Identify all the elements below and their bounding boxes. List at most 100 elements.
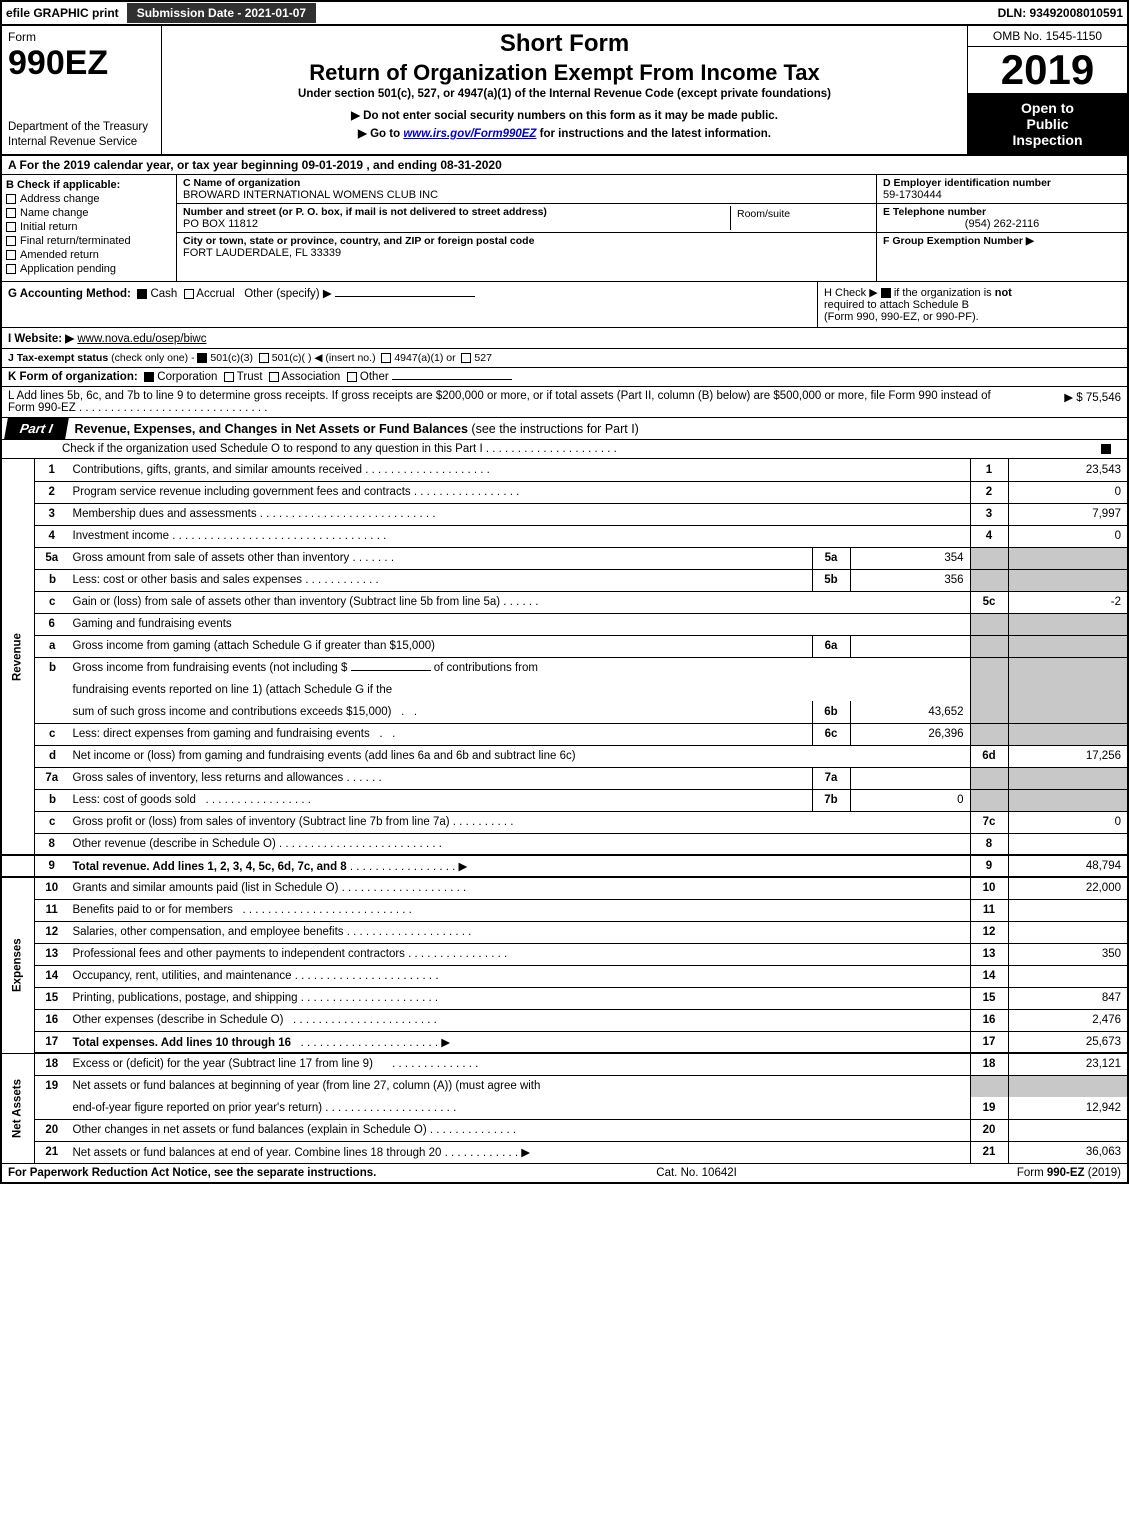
part1-tab: Part I <box>4 418 68 439</box>
inspection-line3: Inspection <box>970 132 1125 148</box>
line-11: 11 Benefits paid to or for members . . .… <box>1 899 1128 921</box>
line-7b: b Less: cost of goods sold . . . . . . .… <box>1 789 1128 811</box>
chk-501c3[interactable] <box>197 353 207 363</box>
l-text: L Add lines 5b, 6c, and 7b to line 9 to … <box>8 390 991 414</box>
chk-cash[interactable] <box>137 289 147 299</box>
org-name: BROWARD INTERNATIONAL WOMENS CLUB INC <box>183 189 870 201</box>
topbar: efile GRAPHIC print Submission Date - 20… <box>0 0 1129 26</box>
under-section: Under section 501(c), 527, or 4947(a)(1)… <box>170 88 959 100</box>
submission-date-badge: Submission Date - 2021-01-07 <box>127 3 316 23</box>
telephone-value: (954) 262-2116 <box>883 218 1121 230</box>
goto-line: ▶ Go to www.irs.gov/Form990EZ for instru… <box>170 126 959 140</box>
line-3: 3 Membership dues and assessments . . . … <box>1 503 1128 525</box>
chk-527[interactable] <box>461 353 471 363</box>
line-6b: sum of such gross income and contributio… <box>1 701 1128 723</box>
section-b-label: B Check if applicable: <box>6 179 172 191</box>
form-header: Form 990EZ Department of the Treasury In… <box>0 26 1129 156</box>
j-label: J Tax-exempt status <box>8 352 108 364</box>
chk-corporation[interactable] <box>144 372 154 382</box>
section-h: H Check ▶ if the organization is not req… <box>817 282 1127 327</box>
part1-check-o: Check if the organization used Schedule … <box>0 440 1129 459</box>
line-19-text: 19 Net assets or fund balances at beginn… <box>1 1075 1128 1097</box>
line-6d: d Net income or (loss) from gaming and f… <box>1 745 1128 767</box>
accounting-method-row: G Accounting Method: Cash Accrual Other … <box>2 282 817 327</box>
tax-year: 2019 <box>968 47 1127 94</box>
ein-cell: D Employer identification number 59-1730… <box>877 175 1127 204</box>
k-label: K Form of organization: <box>8 371 138 383</box>
chk-application-pending[interactable]: Application pending <box>6 263 172 275</box>
tax-exempt-status-row: J Tax-exempt status (check only one) - 5… <box>0 349 1129 368</box>
city-label: City or town, state or province, country… <box>183 235 870 247</box>
topbar-left: efile GRAPHIC print Submission Date - 20… <box>6 3 316 23</box>
line-20: 20 Other changes in net assets or fund b… <box>1 1119 1128 1141</box>
form-of-org-row: K Form of organization: Corporation Trus… <box>0 368 1129 387</box>
l-amount: ▶ $ 75,546 <box>1011 390 1121 414</box>
line-5c: c Gain or (loss) from sale of assets oth… <box>1 591 1128 613</box>
chk-initial-return[interactable]: Initial return <box>6 221 172 233</box>
irs-link[interactable]: www.irs.gov/Form990EZ <box>403 128 536 140</box>
other-specify-input[interactable] <box>335 296 475 297</box>
city-value: FORT LAUDERDALE, FL 33339 <box>183 247 870 259</box>
goto-prefix: ▶ Go to <box>358 128 403 140</box>
line-18: Net Assets 18 Excess or (deficit) for th… <box>1 1053 1128 1075</box>
section-c: C Name of organization BROWARD INTERNATI… <box>177 175 877 281</box>
street-label: Number and street (or P. O. box, if mail… <box>183 206 730 218</box>
department-label: Department of the Treasury Internal Reve… <box>8 120 155 150</box>
gross-receipts-row: L Add lines 5b, 6c, and 7b to line 9 to … <box>0 387 1129 418</box>
chk-4947a1[interactable] <box>381 353 391 363</box>
expenses-side-label: Expenses <box>1 877 35 1053</box>
group-exemption-cell: F Group Exemption Number ▶ <box>877 233 1127 281</box>
chk-association[interactable] <box>269 372 279 382</box>
info-block: B Check if applicable: Address change Na… <box>0 175 1129 282</box>
chk-accrual[interactable] <box>184 289 194 299</box>
ein-label: D Employer identification number <box>883 177 1121 189</box>
telephone-label: E Telephone number <box>883 206 1121 218</box>
inspection-line1: Open to <box>970 100 1125 116</box>
short-form-title: Short Form <box>170 30 959 58</box>
dln-label: DLN: 93492008010591 <box>998 6 1123 20</box>
footer-left: For Paperwork Reduction Act Notice, see … <box>8 1167 376 1179</box>
other-org-input[interactable] <box>392 379 512 380</box>
part1-title: Revenue, Expenses, and Changes in Net As… <box>67 419 647 439</box>
6b-contributions-input[interactable] <box>351 670 431 671</box>
line-19: end-of-year figure reported on prior yea… <box>1 1097 1128 1119</box>
chk-trust[interactable] <box>224 372 234 382</box>
ein-value: 59-1730444 <box>883 189 1121 201</box>
footer-center: Cat. No. 10642I <box>656 1167 737 1179</box>
line-7c: c Gross profit or (loss) from sales of i… <box>1 811 1128 833</box>
street-value: PO BOX 11812 <box>183 218 730 230</box>
website-row: I Website: ▶ www.nova.edu/osep/biwc <box>0 328 1129 349</box>
chk-501c[interactable] <box>259 353 269 363</box>
line-6b-text2: fundraising events reported on line 1) (… <box>1 679 1128 701</box>
revenue-side-label: Revenue <box>1 459 35 855</box>
chk-final-return[interactable]: Final return/terminated <box>6 235 172 247</box>
line-6b-text1: b Gross income from fundraising events (… <box>1 657 1128 679</box>
section-b: B Check if applicable: Address change Na… <box>2 175 177 281</box>
line-5b: b Less: cost or other basis and sales ex… <box>1 569 1128 591</box>
part1-table: Revenue 1 Contributions, gifts, grants, … <box>0 459 1129 1164</box>
chk-address-change[interactable]: Address change <box>6 193 172 205</box>
form-label: Form <box>8 30 155 44</box>
header-center: Short Form Return of Organization Exempt… <box>162 26 967 154</box>
goto-tail: for instructions and the latest informat… <box>536 128 771 140</box>
telephone-cell: E Telephone number (954) 262-2116 <box>877 204 1127 233</box>
line-4: 4 Investment income . . . . . . . . . . … <box>1 525 1128 547</box>
return-title: Return of Organization Exempt From Incom… <box>170 60 959 86</box>
line-14: 14 Occupancy, rent, utilities, and maint… <box>1 965 1128 987</box>
line-8: 8 Other revenue (describe in Schedule O)… <box>1 833 1128 855</box>
chk-name-change[interactable]: Name change <box>6 207 172 219</box>
chk-other-org[interactable] <box>347 372 357 382</box>
line-6: 6 Gaming and fundraising events <box>1 613 1128 635</box>
netassets-side-label: Net Assets <box>1 1053 35 1163</box>
street-row: Number and street (or P. O. box, if mail… <box>177 204 876 233</box>
g-label: G Accounting Method: <box>8 288 131 300</box>
line-12: 12 Salaries, other compensation, and emp… <box>1 921 1128 943</box>
website-value: www.nova.edu/osep/biwc <box>77 333 206 345</box>
line-6c: c Less: direct expenses from gaming and … <box>1 723 1128 745</box>
chk-schedule-o[interactable] <box>1101 444 1111 454</box>
room-suite-label: Room/suite <box>730 206 870 230</box>
chk-amended-return[interactable]: Amended return <box>6 249 172 261</box>
omb-number: OMB No. 1545-1150 <box>968 26 1127 47</box>
chk-h-not-required[interactable] <box>881 288 891 298</box>
line-1: Revenue 1 Contributions, gifts, grants, … <box>1 459 1128 481</box>
